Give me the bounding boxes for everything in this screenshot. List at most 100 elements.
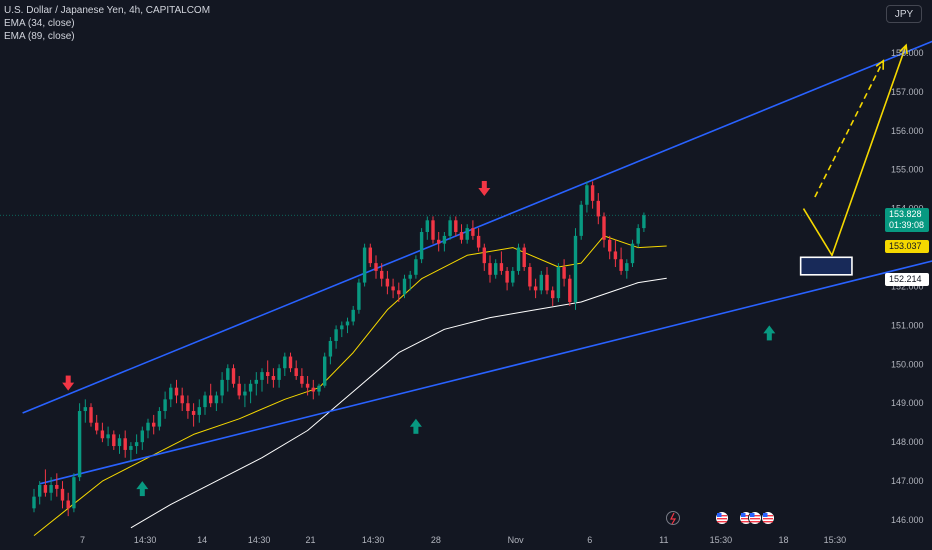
candle-body: [408, 274, 412, 279]
candle: [220, 372, 224, 404]
candle: [374, 255, 378, 279]
candle-body: [157, 411, 162, 427]
candle: [482, 243, 486, 271]
candle-body: [362, 247, 367, 283]
candle-body: [254, 379, 258, 384]
ema34-legend: EMA (34, close): [4, 18, 75, 29]
candle: [43, 469, 48, 497]
flag-stripe: [741, 518, 751, 520]
chart-legend: U.S. Dollar / Japanese Yen, 4h, CAPITALC…: [4, 4, 210, 43]
candle: [163, 391, 167, 419]
flag-stripe: [717, 521, 727, 523]
candle-body: [203, 395, 207, 408]
candle-body: [100, 430, 105, 439]
candle: [437, 231, 441, 252]
candle: [380, 263, 384, 287]
candle: [106, 426, 110, 447]
candle-body: [129, 446, 133, 450]
candle-body: [562, 267, 566, 279]
us-flag-icon: [748, 511, 762, 525]
candle-body: [391, 286, 395, 291]
candle: [237, 375, 241, 400]
candle-body: [431, 220, 435, 240]
candle-body: [146, 422, 150, 431]
candle: [608, 235, 612, 260]
price-tick-label: 157.000: [891, 87, 924, 97]
candle-body: [579, 204, 583, 236]
candle: [533, 278, 538, 299]
candle: [590, 181, 595, 209]
arrow-up-head: [136, 481, 149, 490]
candle: [248, 379, 253, 404]
price-tick-label: 146.000: [891, 515, 924, 525]
last-price-badge: 153.828 01:39:08: [885, 208, 929, 232]
candle: [266, 360, 270, 384]
price-tick-label: 156.000: [891, 126, 924, 136]
arrow-down-head: [62, 382, 75, 391]
candle: [642, 212, 646, 232]
candle-body: [619, 259, 623, 271]
candle-body: [174, 387, 179, 396]
candle-body: [602, 216, 606, 240]
arrow-down-shaft: [65, 375, 71, 384]
candle-body: [38, 484, 42, 497]
candle: [459, 224, 464, 244]
candle: [539, 270, 543, 295]
candle: [191, 403, 196, 427]
candle-body: [437, 239, 441, 244]
candle-body: [425, 220, 429, 232]
time-tick-label: 18: [779, 535, 789, 545]
channel-lower-line: [39, 260, 932, 485]
projection-solid-line: [802, 44, 907, 257]
arrow-up-shaft: [413, 425, 419, 434]
candle: [323, 352, 327, 388]
candle-body: [169, 387, 173, 400]
candle-body: [43, 484, 48, 493]
candle: [95, 414, 99, 435]
candle: [317, 383, 321, 396]
candle: [397, 282, 401, 303]
arrow-down-head: [478, 187, 491, 196]
candle: [288, 352, 293, 373]
candle-body: [345, 321, 350, 326]
time-tick-label: 6: [587, 535, 592, 545]
channel-upper-line: [22, 40, 932, 414]
candle-body: [465, 228, 469, 240]
price-tick-label: 152.000: [891, 281, 924, 291]
candle: [100, 422, 105, 443]
candle: [511, 267, 515, 287]
candle-body: [83, 407, 87, 412]
candle-body: [317, 385, 321, 392]
price-tick-label: 149.000: [891, 398, 924, 408]
candle-body: [220, 379, 224, 396]
candle: [123, 430, 127, 458]
candle: [579, 200, 583, 240]
candle: [494, 259, 498, 279]
candle: [585, 181, 589, 213]
flag-stripe: [763, 518, 773, 520]
arrow-up-marker: [136, 481, 149, 497]
candle: [300, 368, 304, 388]
candle: [465, 224, 469, 244]
candle-body: [357, 282, 361, 310]
flag-stripe: [717, 518, 727, 520]
candle-body: [573, 235, 578, 303]
currency-button[interactable]: JPY: [886, 5, 922, 23]
time-tick-label: 14:30: [134, 535, 157, 545]
candle-body: [528, 267, 532, 287]
candle-body: [49, 484, 53, 493]
candle-body: [613, 251, 618, 260]
candle: [169, 383, 173, 408]
candle-body: [55, 484, 59, 489]
candle: [568, 274, 572, 306]
candle: [197, 399, 201, 423]
candle: [419, 228, 424, 264]
candle: [625, 259, 629, 279]
candle: [214, 391, 219, 412]
candle: [522, 243, 526, 271]
ema89-legend: EMA (89, close): [4, 31, 75, 42]
candle: [226, 364, 230, 392]
candle-body: [271, 375, 276, 380]
candle: [357, 278, 361, 314]
